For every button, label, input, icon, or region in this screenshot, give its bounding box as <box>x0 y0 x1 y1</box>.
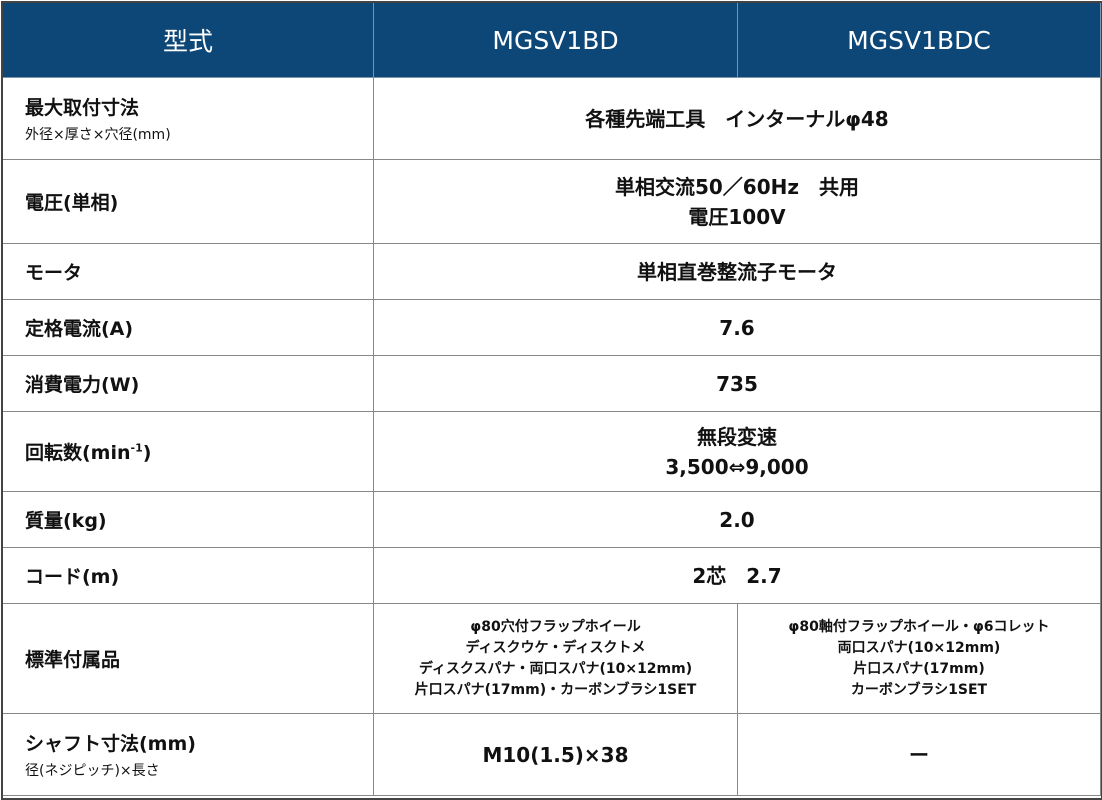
table-row: 定格電流(A) 7.6 <box>2 299 1101 356</box>
accessories-model-1: φ80穴付フラップホイール ディスクウケ・ディスクトメ ディスクスパナ・両口スパ… <box>373 603 738 714</box>
table-row: シャフト寸法(mm) 径(ネジピッチ)×長さ M10(1.5)×38 ー <box>2 713 1101 796</box>
table-row: 質量(kg) 2.0 <box>2 491 1101 548</box>
label-sub: 外径×厚さ×穴径(mm) <box>25 127 171 143</box>
table-row: 最大取付寸法外径×厚さ×穴径(mm) 各種先端工具 インターナルφ48 <box>2 77 1101 160</box>
header-row: 型式 MGSV1BD MGSV1BDC <box>2 2 1101 78</box>
row-value: 735 <box>373 355 1101 412</box>
table-row: 消費電力(W) 735 <box>2 355 1101 412</box>
row-label: 消費電力(W) <box>2 355 374 412</box>
shaft-model-1: M10(1.5)×38 <box>373 713 738 796</box>
accessory-line: カーボンブラシ1SET <box>850 681 988 698</box>
accessory-line: 片口スパナ(17mm) <box>853 660 985 677</box>
value-line: 電圧100V <box>688 204 786 229</box>
row-label: 最大取付寸法外径×厚さ×穴径(mm) <box>2 77 374 160</box>
label-text: 最大取付寸法 <box>25 97 140 119</box>
value-line: 単相交流50／60Hz 共用 <box>614 174 860 199</box>
row-label: 電圧(単相) <box>2 159 374 244</box>
row-value: 単相直巻整流子モータ <box>373 243 1101 300</box>
table-row: 電圧(単相) 単相交流50／60Hz 共用 電圧100V <box>2 159 1101 244</box>
row-label: 標準付属品 <box>2 603 374 714</box>
row-value: 2芯 2.7 <box>373 547 1101 604</box>
row-label: シャフト寸法(mm) 径(ネジピッチ)×長さ <box>2 713 374 796</box>
table-row: モータ 単相直巻整流子モータ <box>2 243 1101 300</box>
accessory-line: φ80軸付フラップホイール・φ6コレット <box>788 618 1050 635</box>
accessory-line: 両口スパナ(10×12mm) <box>837 639 1001 656</box>
shaft-model-2: ー <box>737 713 1101 796</box>
accessories-model-2: φ80軸付フラップホイール・φ6コレット 両口スパナ(10×12mm) 片口スパ… <box>737 603 1101 714</box>
value-line: 3,500⇔9,000 <box>665 454 809 479</box>
table-row: 標準付属品 φ80穴付フラップホイール ディスクウケ・ディスクトメ ディスクスパ… <box>2 603 1101 714</box>
row-value: 2.0 <box>373 491 1101 548</box>
accessory-line: 片口スパナ(17mm)・カーボンブラシ1SET <box>414 681 697 698</box>
row-value: 7.6 <box>373 299 1101 356</box>
label-text: シャフト寸法(mm) <box>25 733 196 755</box>
row-label: コード(m) <box>2 547 374 604</box>
row-label: 定格電流(A) <box>2 299 374 356</box>
label-sup: -1 <box>130 441 143 455</box>
header-model-label: 型式 <box>2 2 374 78</box>
label-sub: 径(ネジピッチ)×長さ <box>25 763 160 779</box>
row-label: モータ <box>2 243 374 300</box>
label-text: 回転数(min <box>25 442 131 464</box>
row-label: 回転数(min-1) <box>2 411 374 492</box>
accessory-line: ディスクウケ・ディスクトメ <box>465 639 646 656</box>
header-model-2: MGSV1BDC <box>737 2 1101 78</box>
accessory-line: ディスクスパナ・両口スパナ(10×12mm) <box>418 660 693 677</box>
table-row: 回転数(min-1) 無段変速 3,500⇔9,000 <box>2 411 1101 492</box>
row-value: 各種先端工具 インターナルφ48 <box>373 77 1101 160</box>
label-end: ) <box>142 442 152 464</box>
row-label: 質量(kg) <box>2 491 374 548</box>
row-value: 単相交流50／60Hz 共用 電圧100V <box>373 159 1101 244</box>
table-row: コード(m) 2芯 2.7 <box>2 547 1101 604</box>
accessory-line: φ80穴付フラップホイール <box>470 618 641 635</box>
value-line: 無段変速 <box>697 424 777 449</box>
header-model-1: MGSV1BD <box>373 2 738 78</box>
row-value: 無段変速 3,500⇔9,000 <box>373 411 1101 492</box>
